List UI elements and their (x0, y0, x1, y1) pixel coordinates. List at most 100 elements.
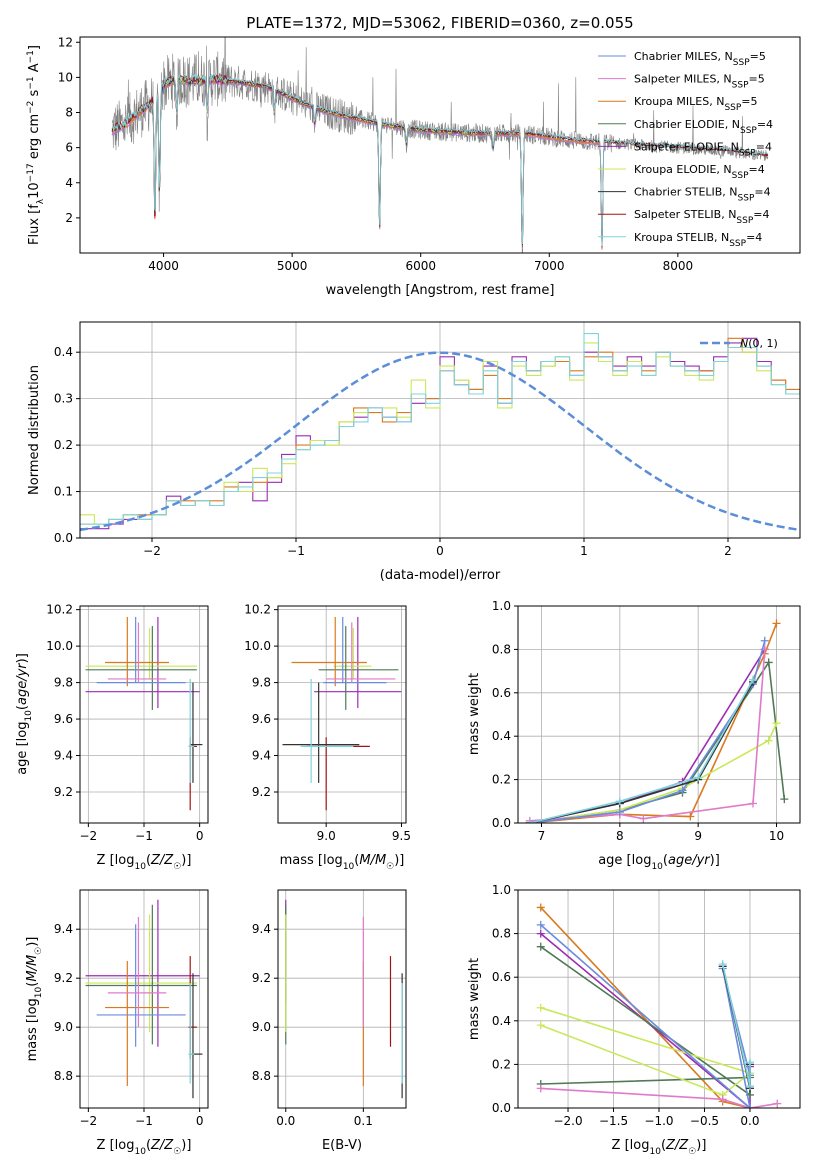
y-tick-label: 9.0 (252, 1020, 271, 1034)
x-tick-label: 7000 (534, 259, 565, 273)
weight-line (540, 1006, 752, 1096)
y-axis-label: age [log10(age/yr)] (15, 653, 34, 775)
text-part: erg cm (27, 114, 42, 163)
text-part: Z [log (97, 1138, 135, 1153)
age-vs-mass-axes: 9.0 9.5 9.2 9.4 9.6 9.8 10.0 10.2 mass [log10(M/… (244, 603, 411, 872)
model-spectrum-chabrier-miles (111, 76, 604, 250)
text-part: wavelength [Angstrom, rest frame] (326, 283, 555, 298)
text-part: )] (394, 853, 404, 868)
text-part: ☉ (688, 1147, 696, 1157)
y-tick-label: 9.8 (252, 676, 271, 690)
text-part: ( (354, 853, 359, 868)
histogram-step (80, 337, 800, 525)
text-part: M/M (359, 853, 386, 868)
model-spectrum-salpeter-miles (111, 76, 604, 250)
model-spectrum-salpeter-stelib (111, 72, 769, 248)
x-axis-label: E(B-V) (322, 1138, 362, 1153)
text-part: N (740, 337, 748, 350)
text-part: age [log (598, 853, 651, 868)
plot-area (111, 37, 769, 253)
y-tick-label: 8.8 (54, 1069, 73, 1083)
text-part: SSP (724, 103, 741, 113)
text-part: s (27, 89, 42, 100)
text-part: ( (661, 1138, 666, 1153)
x-tick-label: 8000 (663, 259, 694, 273)
x-tick-label: 9.0 (317, 829, 336, 843)
x-tick-label: 8 (616, 829, 624, 843)
text-part: )] (696, 1138, 706, 1153)
text-part: 10 (24, 710, 34, 722)
weight-marker (639, 814, 648, 823)
y-tick-label: 8 (65, 106, 73, 120)
text-part: SSP (738, 194, 755, 204)
text-part: Chabrier MILES, N (634, 50, 733, 63)
histogram-step (80, 337, 800, 530)
text-part: −1 (26, 76, 36, 89)
text-part: ☉ (34, 947, 44, 955)
text-part: 10 (27, 182, 42, 199)
weight-marker (536, 920, 545, 929)
gaussian-curve (80, 351, 800, 532)
y-tick-label: 0.8 (492, 927, 511, 941)
text-part: ( (663, 853, 668, 868)
text-part: 10 (134, 1147, 146, 1157)
weight-marker (615, 808, 624, 817)
text-part: −17 (26, 163, 36, 182)
text-part: )] (25, 937, 40, 947)
axes-frame (277, 605, 407, 824)
legend-label: Kroupa MILES, NSSP=5 (634, 95, 758, 113)
y-tick-label: 0.8 (492, 642, 511, 656)
y-axis-label: Flux [fλ10−17 erg cm−2 s−1 A−1] (26, 45, 46, 245)
y-tick-label: 10 (58, 70, 73, 84)
text-part: mass [log (280, 853, 343, 868)
x-tick-label: 0 (436, 544, 444, 558)
x-tick-label: 9.5 (392, 829, 411, 843)
weight-marker (760, 636, 769, 645)
y-tick-label: 10.0 (46, 639, 73, 653)
x-tick-label: −1 (287, 544, 305, 558)
y-axis-label: mass [log10(M/M☉)] (25, 937, 44, 1062)
y-tick-label: 0.4 (492, 729, 511, 743)
text-part: ] (27, 45, 42, 50)
text-part: =4 (756, 140, 772, 153)
residuals-axes: −2 −1 0 1 2 0.0 0.1 0.2 0.3 0.4 N(0, 1) (data-model… (27, 321, 801, 583)
text-part: =4 (749, 163, 765, 176)
x-tick-label: −0.5 (690, 1114, 719, 1128)
text-part: SSP (732, 171, 749, 181)
weight-marker (718, 960, 727, 969)
axes-frame (79, 36, 801, 254)
weight-marker (694, 773, 703, 782)
y-tick-label: 9.6 (54, 712, 73, 726)
y-tick-label: 9.4 (252, 922, 271, 936)
x-axis-label: wavelength [Angstrom, rest frame] (326, 283, 555, 298)
x-tick-label: 6000 (405, 259, 436, 273)
text-part: 10 (34, 986, 44, 998)
y-tick-label: 12 (58, 35, 73, 49)
plot-area (85, 616, 203, 811)
text-part: SSP (736, 216, 753, 226)
y-axis-label: mass weight (467, 673, 482, 755)
y-tick-label: 0.0 (54, 531, 73, 545)
x-tick-label: 1 (580, 544, 588, 558)
text-part: ( (25, 982, 40, 987)
text-part: age/yr (668, 853, 711, 868)
y-tick-label: 1.0 (492, 883, 511, 897)
legend-label: Chabrier MILES, NSSP=5 (634, 50, 766, 68)
x-axis-label: Z [log10(Z/Z☉)] (612, 1138, 707, 1157)
weight-marker (678, 786, 687, 795)
x-axis-label: Z [log10(Z/Z☉)] (97, 853, 192, 872)
text-part: age [log (15, 722, 30, 775)
x-tick-label: 9 (694, 829, 702, 843)
weight-marker (772, 619, 781, 628)
text-part: =4 (753, 208, 769, 221)
plot-area (285, 899, 403, 1099)
text-part: M/M (25, 955, 40, 982)
text-part: ☉ (386, 862, 394, 872)
text-part: Chabrier STELIB, N (634, 186, 738, 199)
x-tick-label: −1.5 (599, 1114, 628, 1128)
age-vs-metallicity-axes: −2 −1 09.29.49.69.810.010.2Z [log10(Z/Z☉)]… (15, 603, 209, 872)
text-part: =5 (741, 95, 757, 108)
y-tick-label: 0.1 (54, 485, 73, 499)
weight-marker (536, 1003, 545, 1012)
